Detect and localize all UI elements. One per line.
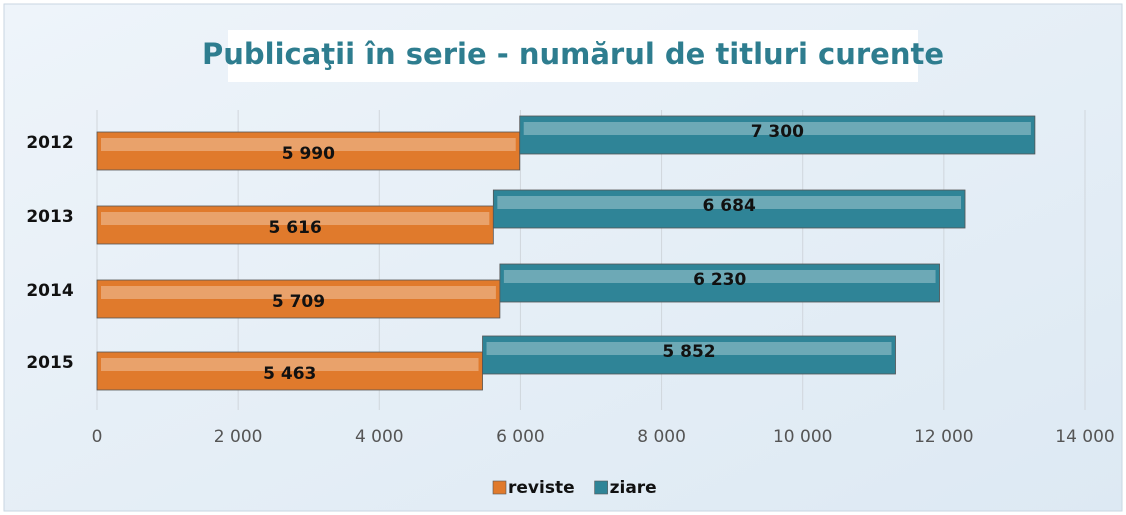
chart-title: Publicaţii în serie - numărul de titluri… (202, 37, 944, 71)
x-tick-label: 4 000 (355, 427, 404, 447)
legend-swatch (594, 480, 608, 495)
legend-label: ziare (610, 478, 657, 498)
x-tick-label: 0 (92, 427, 103, 447)
data-label: 5 463 (263, 364, 316, 384)
data-label: 5 852 (662, 342, 715, 362)
bar (96, 131, 521, 171)
x-tick-label: 12 000 (914, 427, 973, 447)
bar-highlight (101, 286, 496, 299)
bar (482, 335, 896, 375)
bar (96, 205, 494, 245)
bar (499, 263, 940, 303)
category-label: 2015 (26, 353, 73, 373)
legend-label: reviste (508, 478, 575, 498)
bar-highlight (101, 138, 516, 151)
bar (492, 189, 966, 229)
data-label: 6 230 (693, 270, 746, 290)
bar (519, 115, 1036, 155)
x-tick-label: 6 000 (496, 427, 545, 447)
x-tick-label: 14 000 (1055, 427, 1114, 447)
data-label: 5 990 (282, 144, 335, 164)
bar-highlight (101, 212, 490, 225)
bar-highlight (101, 358, 479, 371)
title-box (228, 30, 918, 82)
data-label: 6 684 (703, 196, 756, 216)
data-label: 7 300 (751, 122, 804, 142)
x-tick-label: 10 000 (773, 427, 832, 447)
bar (96, 351, 483, 391)
x-tick-label: 2 000 (214, 427, 263, 447)
bar-highlight (486, 342, 892, 355)
data-label: 5 616 (269, 218, 322, 238)
bar-highlight (523, 122, 1031, 135)
category-label: 2012 (26, 133, 73, 153)
category-label: 2013 (26, 207, 73, 227)
category-label: 2014 (26, 281, 73, 301)
bar-highlight (503, 270, 936, 283)
bar-highlight (497, 196, 962, 209)
legend-swatch (492, 480, 507, 495)
bar (96, 279, 501, 319)
data-label: 5 709 (272, 292, 325, 312)
x-tick-label: 8 000 (637, 427, 686, 447)
chart-background (3, 3, 1123, 512)
